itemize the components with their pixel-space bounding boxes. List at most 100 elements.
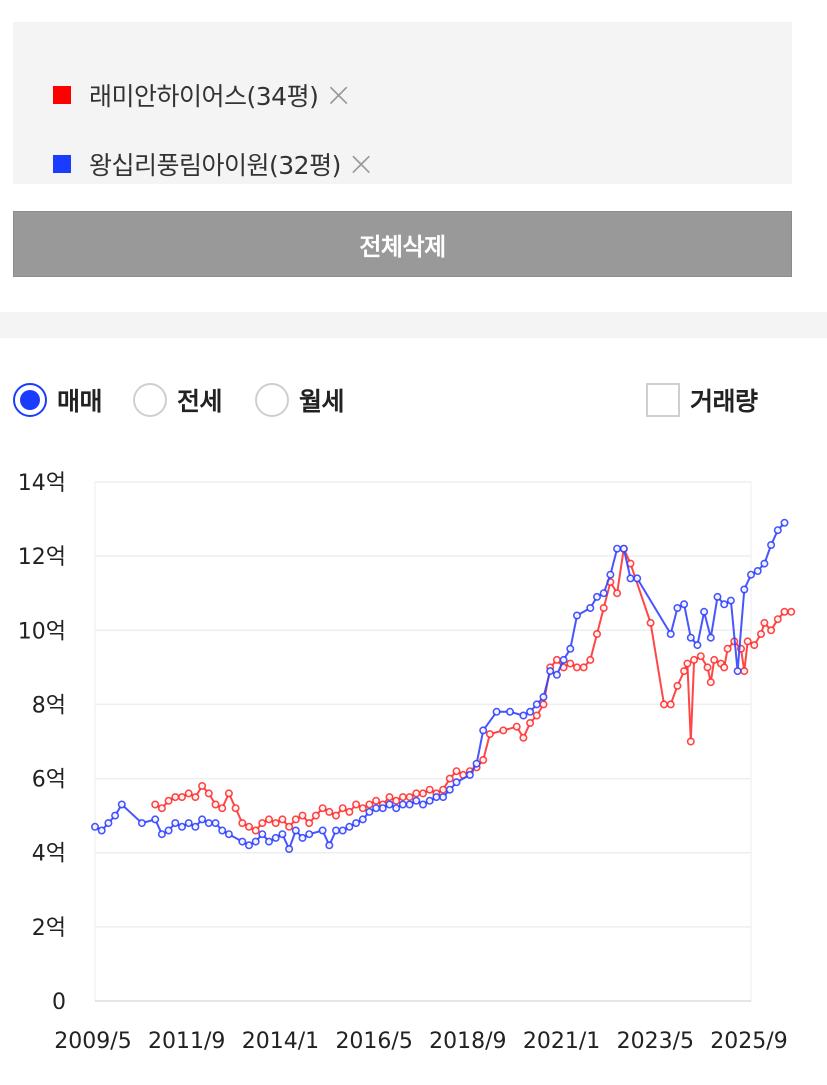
data-point	[780, 518, 789, 527]
data-point	[572, 611, 581, 620]
data-point	[780, 607, 789, 616]
y-tick-label: 8억	[32, 693, 66, 718]
radio-checked-icon	[13, 383, 47, 417]
data-point	[164, 796, 173, 805]
data-point	[198, 815, 207, 824]
data-point	[345, 807, 354, 816]
data-point	[352, 800, 361, 809]
data-point	[519, 711, 528, 720]
data-point	[552, 670, 561, 679]
data-point	[743, 637, 752, 646]
radio-jeonse[interactable]: 전세	[133, 378, 223, 422]
data-point	[191, 793, 200, 802]
data-point	[251, 826, 260, 835]
data-point	[613, 544, 622, 553]
data-point	[633, 574, 642, 583]
compare-item-label: 왕십리풍림아이원(32평)	[89, 151, 341, 180]
x-tick-label: 2023/5	[617, 1029, 694, 1054]
data-point	[445, 774, 454, 783]
data-point	[492, 707, 501, 716]
y-tick-label: 2억	[32, 916, 66, 941]
data-point	[552, 655, 561, 664]
radio-label: 월세	[299, 387, 345, 416]
data-point	[318, 826, 327, 835]
data-point	[439, 793, 448, 802]
data-point	[696, 652, 705, 661]
close-icon[interactable]: ×	[346, 144, 376, 184]
data-point	[680, 600, 689, 609]
data-point	[211, 800, 220, 809]
data-point	[592, 630, 601, 639]
data-point	[472, 759, 481, 768]
data-point	[231, 804, 240, 813]
data-point	[245, 841, 254, 850]
data-point	[338, 826, 347, 835]
data-point	[613, 589, 622, 598]
data-point	[111, 811, 120, 820]
data-point	[592, 592, 601, 601]
data-point	[787, 607, 796, 616]
data-point	[539, 693, 548, 702]
data-point	[137, 819, 146, 828]
data-point	[723, 644, 732, 653]
x-tick-label: 2018/9	[429, 1029, 506, 1054]
data-point	[157, 804, 166, 813]
volume-checkbox[interactable]: 거래량	[646, 378, 758, 422]
data-point	[157, 830, 166, 839]
data-point	[499, 726, 508, 735]
data-point	[418, 800, 427, 809]
data-point	[171, 793, 180, 802]
data-point	[666, 700, 675, 709]
data-point	[750, 641, 759, 650]
data-point	[385, 793, 394, 802]
radio-monthly-rent[interactable]: 월세	[255, 378, 345, 422]
data-point	[298, 811, 307, 820]
data-point	[666, 630, 675, 639]
clear-all-button[interactable]: 전체삭제	[13, 211, 792, 277]
data-point	[285, 822, 294, 831]
data-point	[198, 781, 207, 790]
data-point	[532, 711, 541, 720]
data-point	[505, 707, 514, 716]
close-icon[interactable]: ×	[324, 75, 353, 115]
data-point	[271, 819, 280, 828]
data-point	[412, 789, 421, 798]
data-point	[485, 730, 494, 739]
data-point	[352, 819, 361, 828]
data-point	[298, 833, 307, 842]
data-point	[291, 826, 300, 835]
data-point	[452, 778, 461, 787]
checkbox-icon	[646, 383, 680, 417]
compare-list: 래미안하이어스(34평) × 왕십리풍림아이원(32평) ×	[13, 22, 792, 184]
data-point	[178, 793, 187, 802]
data-point	[519, 733, 528, 742]
radio-sale[interactable]: 매매	[13, 378, 103, 422]
data-point	[753, 567, 762, 576]
y-tick-label: 4억	[32, 842, 66, 867]
compare-item-label: 래미안하이어스(34평)	[89, 82, 319, 111]
data-point	[526, 718, 535, 727]
y-tick-label: 0	[52, 990, 66, 1015]
x-tick-label: 2016/5	[335, 1029, 412, 1054]
data-point	[412, 796, 421, 805]
data-point	[358, 815, 367, 824]
data-point	[151, 800, 160, 809]
data-point	[191, 822, 200, 831]
data-point	[305, 830, 314, 839]
data-point	[673, 681, 682, 690]
data-point	[204, 789, 213, 798]
section-divider	[0, 312, 827, 338]
data-point	[311, 811, 320, 820]
data-point	[338, 804, 347, 813]
data-point	[278, 830, 287, 839]
data-point	[733, 667, 742, 676]
data-point	[445, 785, 454, 794]
data-point	[479, 755, 488, 764]
data-point	[164, 826, 173, 835]
data-point	[358, 804, 367, 813]
data-point	[245, 822, 254, 831]
data-point	[184, 789, 193, 798]
data-point	[710, 655, 719, 664]
data-point	[599, 604, 608, 613]
y-tick-label: 10억	[18, 619, 66, 644]
